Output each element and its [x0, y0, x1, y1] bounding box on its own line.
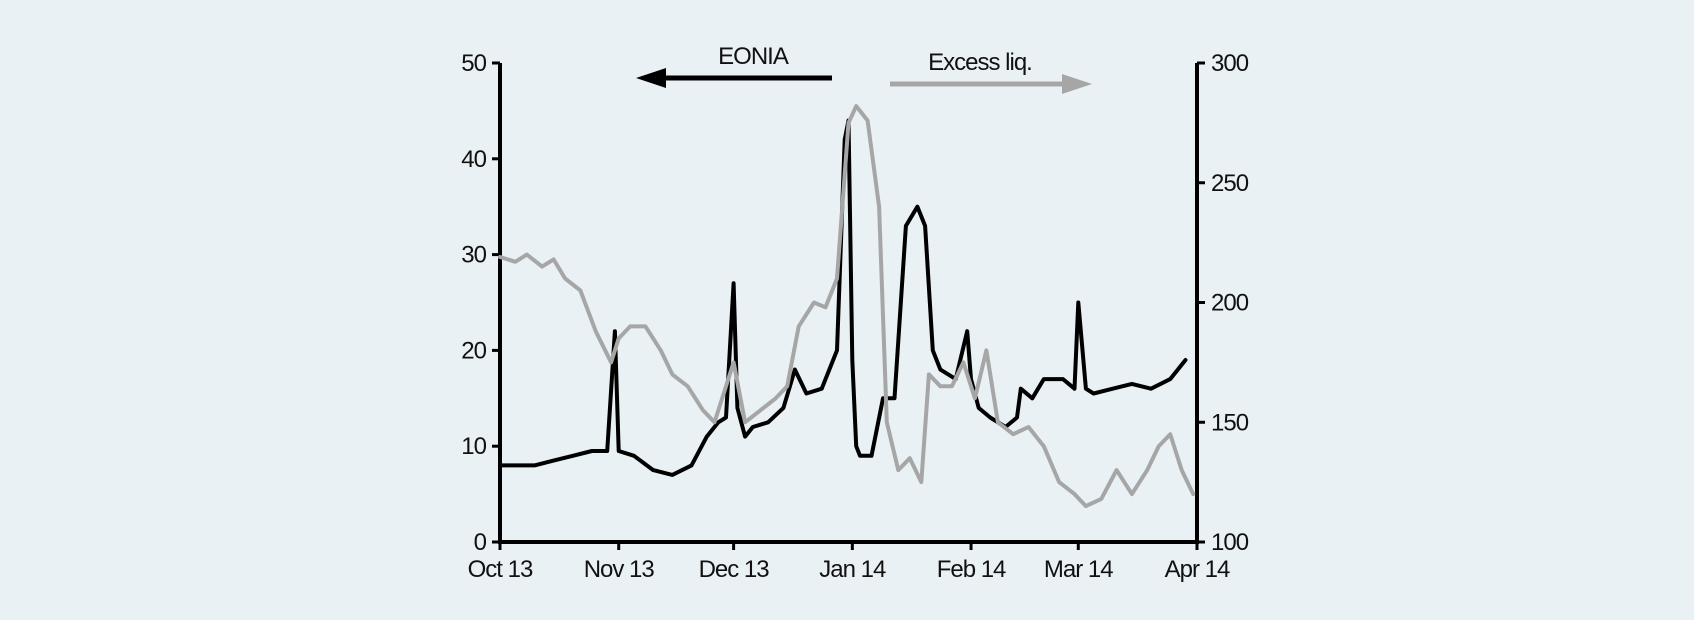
axes: 0 10 20 30 40 50 100 150 200 250 300 Oct 13 Nov 13 De…	[461, 50, 1249, 583]
right-axis-tick-label: 100	[1211, 529, 1249, 556]
left-axis-tick-label: 10	[461, 433, 486, 460]
right-axis-tick-label: 150	[1211, 409, 1249, 436]
left-axis-tick-label: 30	[461, 242, 486, 269]
series-line-excess-liquidity	[498, 104, 1196, 509]
x-axis-tick-label: Oct 13	[468, 556, 533, 583]
legend: EONIA Excess liq.	[636, 43, 1092, 94]
x-axis-tick-label: Dec 13	[699, 556, 770, 583]
x-axis-tick-label: Nov 13	[584, 556, 655, 583]
legend-label-eonia: EONIA	[718, 43, 789, 70]
left-axis-tick-label: 40	[461, 146, 486, 173]
right-axis-tick-label: 250	[1211, 170, 1249, 197]
series-line-eonia	[498, 118, 1188, 477]
x-axis-tick-label: Jan 14	[819, 556, 886, 583]
left-axis-tick-label: 0	[474, 529, 487, 556]
legend-arrowhead-excess-liquidity	[1062, 74, 1092, 94]
x-axis-tick-label: Apr 14	[1165, 556, 1230, 583]
legend-arrowhead-eonia	[636, 68, 666, 88]
right-axis-tick-label: 300	[1211, 50, 1249, 77]
left-axis-tick-label: 50	[461, 50, 486, 77]
left-axis-tick-label: 20	[461, 337, 486, 364]
series-lines	[498, 104, 1196, 509]
x-axis-tick-label: Feb 14	[937, 556, 1006, 583]
x-axis-tick-label: Mar 14	[1044, 556, 1113, 583]
right-axis-tick-label: 200	[1211, 290, 1249, 317]
legend-label-excess-liquidity: Excess liq.	[928, 49, 1032, 76]
